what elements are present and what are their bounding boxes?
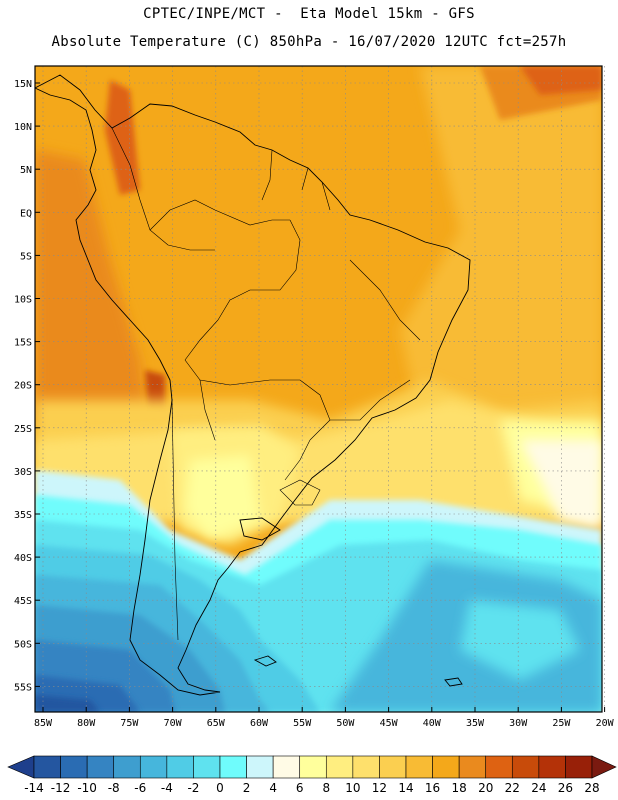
country-borders <box>111 127 421 641</box>
colorbar-label: 22 <box>505 781 520 795</box>
lon-label: 50W <box>336 718 355 729</box>
colorbar-swatch <box>166 755 194 779</box>
colorbar-max-arrow <box>591 755 617 779</box>
colorbar-label: 8 <box>322 781 330 795</box>
colorbar-swatch <box>139 755 168 779</box>
colorbar-label: 0 <box>216 781 224 795</box>
map-title-line2: Absolute Temperature (C) 850hPa - 16/07/… <box>51 34 567 50</box>
colorbar-label: 2 <box>243 781 251 795</box>
temperature-field <box>35 66 602 712</box>
colorbar-swatch <box>538 755 566 779</box>
lon-label: 55W <box>293 718 312 729</box>
map-title-line1: CPTEC/INPE/MCT - Eta Model 15km - GFS <box>143 6 475 22</box>
colorbar-swatch <box>219 755 247 779</box>
colorbar-label: 20 <box>478 781 493 795</box>
colorbar-swatch <box>193 755 221 779</box>
lon-label: 70W <box>164 718 183 729</box>
colorbar-label: -2 <box>187 781 199 795</box>
colorbar-swatch <box>565 755 593 779</box>
colorbar-label: 28 <box>584 781 599 795</box>
lat-label: 5N <box>20 165 32 176</box>
lon-label: 25W <box>552 718 571 729</box>
colorbar-label: -10 <box>77 781 97 795</box>
colorbar-label: -12 <box>51 781 71 795</box>
colorbar-swatch <box>113 755 141 779</box>
colorbar-label: 4 <box>269 781 277 795</box>
colorbar-swatch <box>299 755 327 779</box>
colorbar-label: 24 <box>531 781 546 795</box>
lon-label: 75W <box>120 718 139 729</box>
lat-label: 25S <box>14 424 32 435</box>
longitude-labels: 85W 80W 75W 70W 65W 60W 55W 50W 45W 40W 35W 30W 25W 2… <box>34 707 615 729</box>
colorbar-min-arrow <box>7 755 35 779</box>
lat-label: 15N <box>14 79 32 90</box>
colorbar-label: 16 <box>425 781 440 795</box>
lon-label: 65W <box>207 718 226 729</box>
colorbar-swatch <box>405 755 433 779</box>
colorbar-label: -6 <box>134 781 146 795</box>
lat-label: 50S <box>14 639 32 650</box>
lon-label: 35W <box>466 718 485 729</box>
colorbar-label: 12 <box>372 781 387 795</box>
lon-label: 30W <box>509 718 528 729</box>
lat-label: 15S <box>14 338 32 349</box>
colorbar-swatch <box>86 755 115 779</box>
colorbar-label: -14 <box>24 781 44 795</box>
map-frame <box>34 65 603 713</box>
colorbar-swatch <box>325 755 354 779</box>
colorbar-swatch <box>458 755 487 779</box>
colorbar-swatch <box>246 755 274 779</box>
colorbar-labels: -14 -12 -10 -8 -6 -4 -2 0 2 4 6 8 10 12 14 16 18 20 22 24 26… <box>24 781 599 795</box>
lon-label: 45W <box>380 718 399 729</box>
lat-label: 10N <box>14 122 32 133</box>
lon-label: 40W <box>423 718 442 729</box>
colorbar-swatch <box>60 755 88 779</box>
lat-label: 55S <box>14 682 32 693</box>
colorbar-label: 14 <box>398 781 413 795</box>
lat-label: 45S <box>14 596 32 607</box>
lat-label: 20S <box>14 381 32 392</box>
coastline <box>35 74 471 696</box>
colorbar-swatch <box>33 755 61 779</box>
colorbar-swatch <box>379 755 407 779</box>
lon-label: 80W <box>77 718 96 729</box>
colorbar-label: -4 <box>161 781 173 795</box>
colorbar-label: 18 <box>452 781 467 795</box>
colorbar-swatch <box>511 755 540 779</box>
lat-label: 40S <box>14 553 32 564</box>
colorbar-label: 26 <box>558 781 573 795</box>
lat-lon-grid <box>35 66 605 712</box>
lon-label: 60W <box>250 718 269 729</box>
colorbar <box>7 755 617 779</box>
colorbar-swatch <box>352 755 380 779</box>
colorbar-swatch <box>272 755 301 779</box>
colorbar-label: 10 <box>345 781 360 795</box>
lat-label: 5S <box>20 251 32 262</box>
lat-label: 30S <box>14 467 32 478</box>
colorbar-swatch <box>485 755 513 779</box>
lat-label: 35S <box>14 510 32 521</box>
colorbar-swatch <box>432 755 460 779</box>
lon-label: 85W <box>34 718 53 729</box>
latitude-labels: 15N 10N 5N EQ 5S 10S 15S 20S 25S 30S 35S 40S 45S 50S 5… <box>14 79 40 693</box>
colorbar-label: 6 <box>296 781 304 795</box>
lat-label: 10S <box>14 295 32 306</box>
colorbar-label: -8 <box>108 781 120 795</box>
lat-label: EQ <box>20 208 32 219</box>
lon-label: 20W <box>596 718 615 729</box>
